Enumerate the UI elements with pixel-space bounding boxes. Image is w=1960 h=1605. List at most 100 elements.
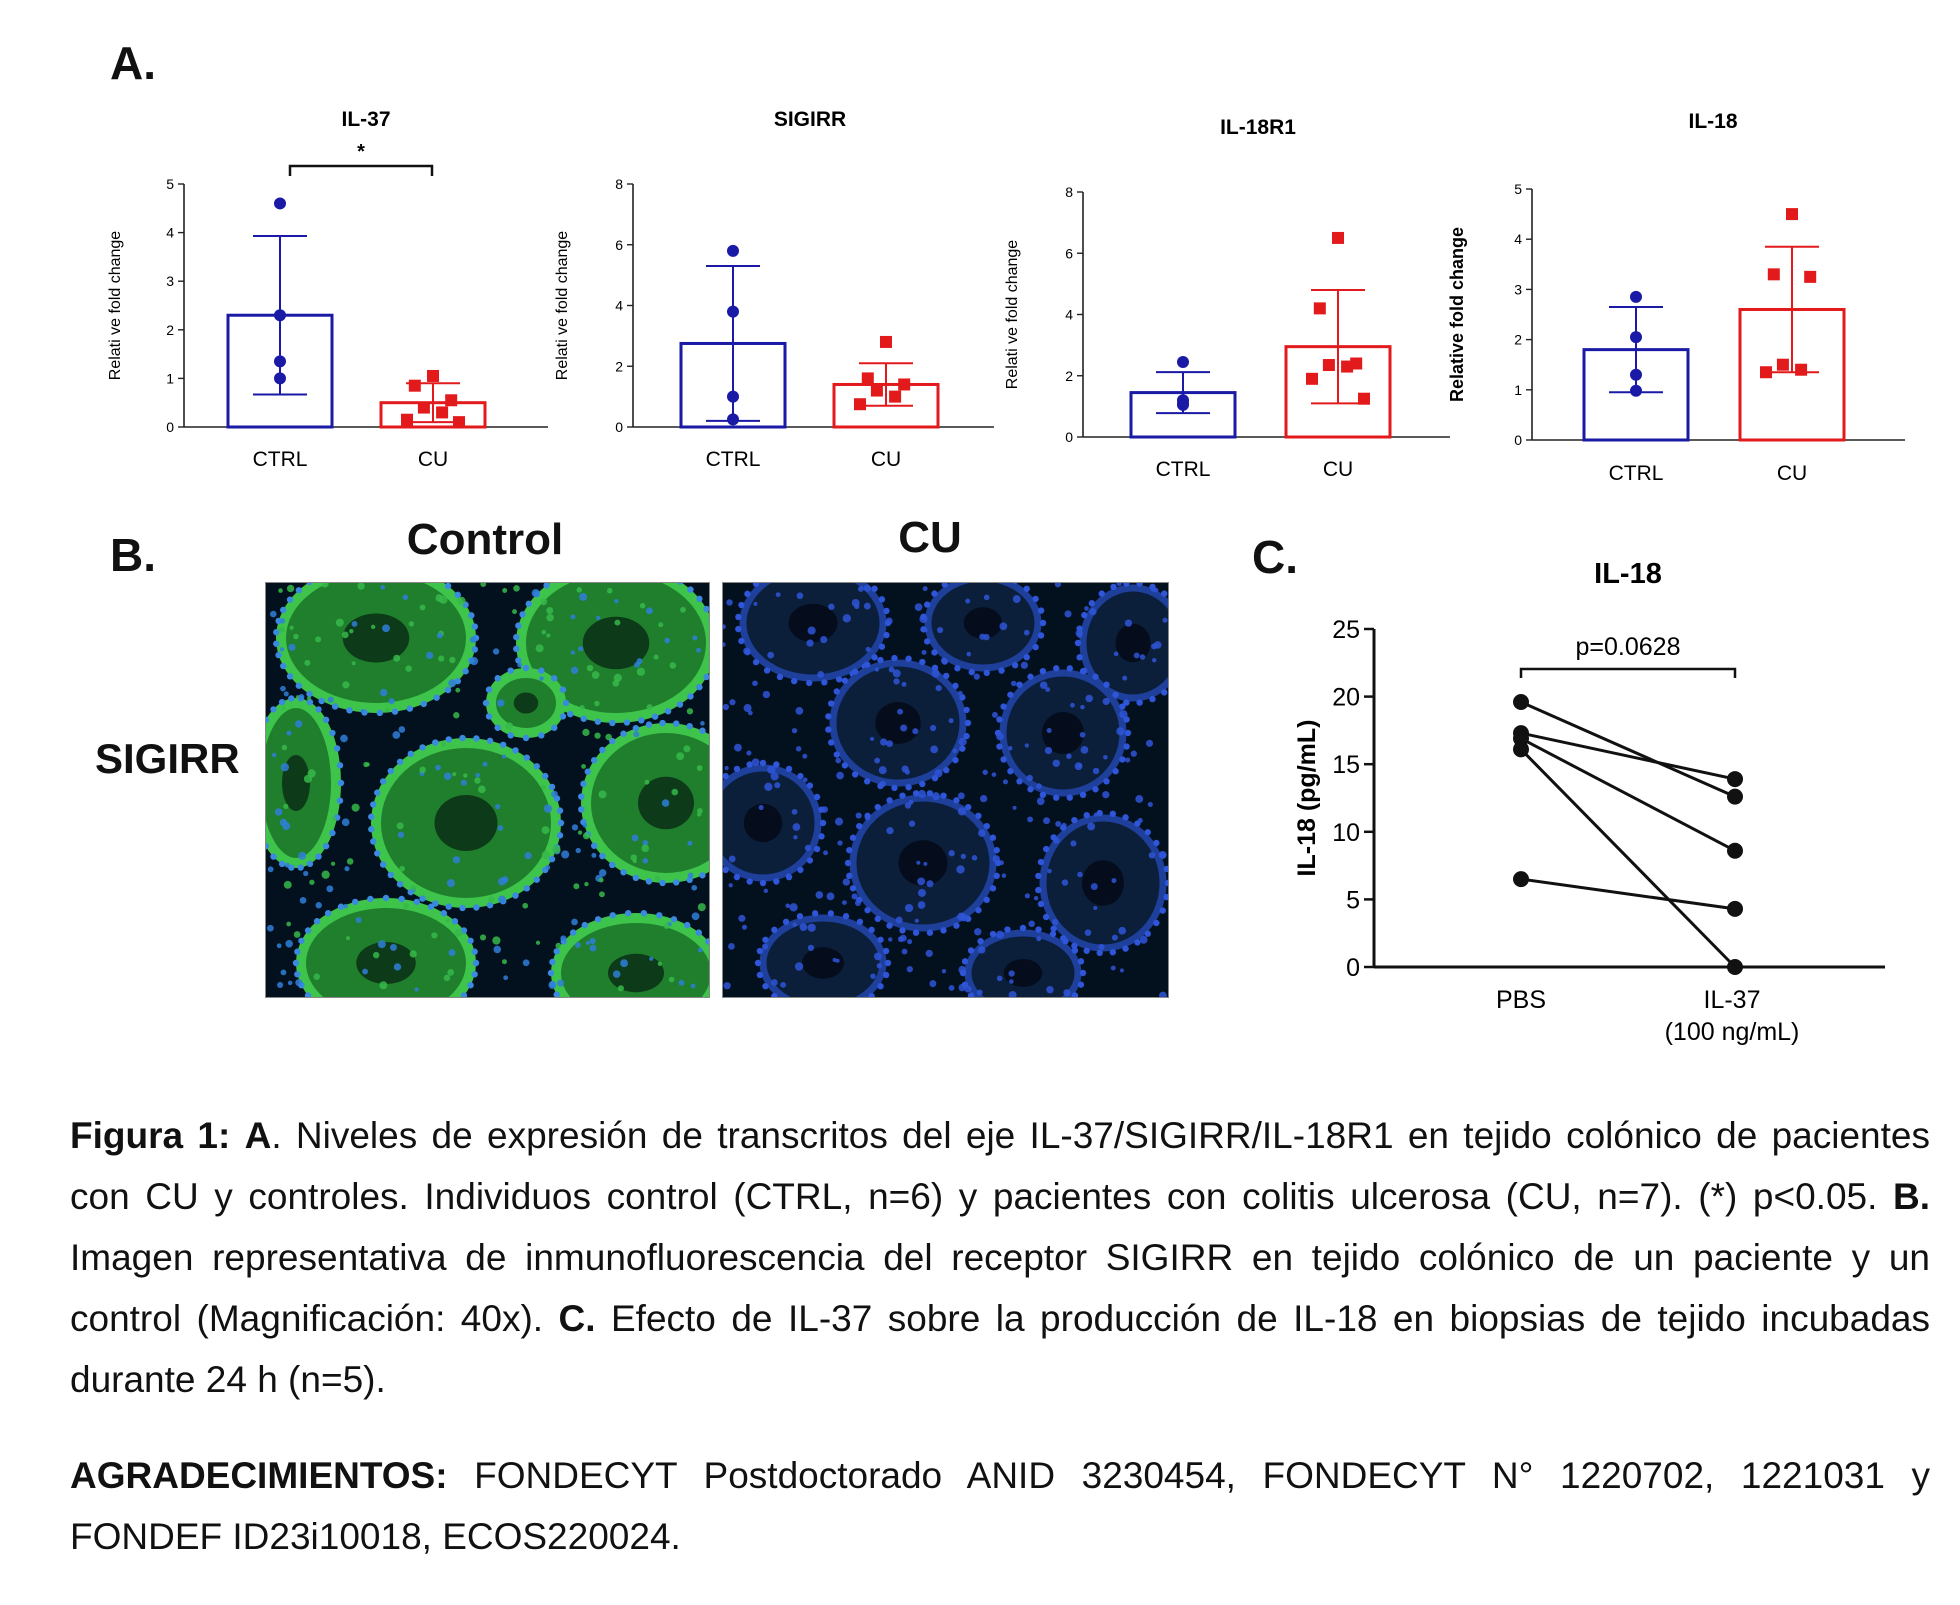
nucleus: [925, 949, 933, 958]
nucleus: [696, 765, 703, 771]
nucleus: [294, 971, 301, 978]
nucleus: [585, 940, 590, 946]
nucleus: [751, 758, 760, 767]
nucleus: [874, 757, 881, 764]
nucleus: [287, 980, 293, 986]
nucleus: [943, 766, 950, 774]
nucleus: [697, 812, 702, 817]
nucleus: [1032, 595, 1039, 603]
nucleus: [517, 662, 523, 668]
caption-a-text: . Niveles de expresión de transcritos de…: [70, 1115, 1930, 1217]
y-tick-label: 15: [1332, 751, 1360, 779]
nucleus: [494, 724, 501, 731]
y-tick-label: 5: [1514, 181, 1522, 197]
nucleus: [1077, 981, 1085, 988]
nucleus: [285, 939, 293, 948]
nucleus: [1102, 697, 1110, 706]
nucleus: [280, 606, 287, 614]
chart-title: SIGIRR: [774, 108, 846, 131]
nucleus: [687, 872, 694, 879]
nucleus: [580, 780, 587, 788]
nucleus: [926, 880, 934, 888]
nucleus: [550, 790, 558, 798]
nucleus: [746, 878, 753, 885]
nucleus: [399, 865, 406, 872]
nucleus: [785, 765, 793, 773]
nucleus: [1042, 845, 1050, 853]
nucleus: [931, 649, 938, 656]
nucleus: [512, 892, 519, 899]
nucleus: [764, 782, 773, 791]
nucleus: [1024, 743, 1029, 748]
nucleus: [1023, 629, 1030, 636]
nucleus: [562, 699, 570, 707]
nucleus: [1046, 985, 1054, 994]
nucleus: [454, 677, 461, 685]
y-tick-label: 4: [166, 225, 174, 241]
nucleus: [1070, 702, 1075, 708]
x-tick-label: CTRL: [1156, 458, 1211, 481]
nucleus: [420, 700, 427, 708]
nucleus: [1119, 710, 1128, 719]
nucleus: [753, 601, 758, 606]
nucleus: [1093, 905, 1098, 910]
nucleus: [1161, 590, 1168, 597]
nucleus: [286, 921, 292, 927]
nucleus: [954, 665, 961, 672]
panel-label-b: B.: [110, 529, 156, 581]
nucleus: [454, 928, 463, 937]
nucleus: [1103, 754, 1108, 760]
nucleus: [315, 902, 322, 909]
nucleus: [575, 847, 581, 854]
nucleus: [888, 937, 893, 942]
nucleus: [1110, 583, 1117, 591]
nucleus: [393, 654, 401, 662]
nucleus: [303, 870, 309, 877]
nucleus: [690, 983, 696, 989]
nucleus: [692, 635, 698, 641]
nucleus: [513, 585, 520, 592]
nucleus: [322, 716, 330, 724]
nucleus: [548, 783, 556, 791]
data-point-cu: [1350, 357, 1363, 370]
nucleus: [278, 860, 286, 868]
nucleus: [992, 855, 1000, 863]
nucleus: [959, 745, 966, 752]
nucleus: [488, 896, 495, 903]
nucleus: [266, 716, 270, 724]
nucleus: [306, 690, 313, 698]
nucleus: [1148, 851, 1156, 859]
nucleus: [586, 664, 594, 672]
nucleus: [341, 818, 350, 827]
crypt-lumen: [963, 607, 1003, 639]
nucleus: [452, 772, 457, 777]
nucleus: [1124, 619, 1133, 627]
nucleus: [958, 983, 966, 992]
nucleus: [266, 842, 270, 850]
nucleus: [326, 885, 334, 893]
nucleus: [372, 951, 380, 959]
nucleus: [703, 673, 709, 681]
nucleus: [926, 929, 934, 936]
nucleus: [989, 930, 997, 938]
nucleus: [266, 924, 274, 932]
nucleus: [993, 872, 1000, 880]
nucleus: [594, 732, 601, 739]
caption-b-label: B.: [1893, 1176, 1930, 1217]
nucleus: [775, 592, 781, 598]
nucleus: [551, 675, 558, 682]
nucleus: [842, 900, 847, 905]
nucleus: [820, 636, 828, 644]
caption-a-label: A: [244, 1115, 272, 1156]
nucleus: [280, 762, 290, 772]
crypt-lumen: [342, 613, 410, 663]
nucleus: [971, 855, 978, 861]
data-point-cu: [880, 335, 892, 348]
nucleus: [649, 956, 654, 961]
nucleus: [1000, 756, 1007, 763]
data-point-pbs: [1513, 871, 1529, 888]
nucleus: [697, 903, 706, 912]
nucleus: [1008, 990, 1017, 997]
